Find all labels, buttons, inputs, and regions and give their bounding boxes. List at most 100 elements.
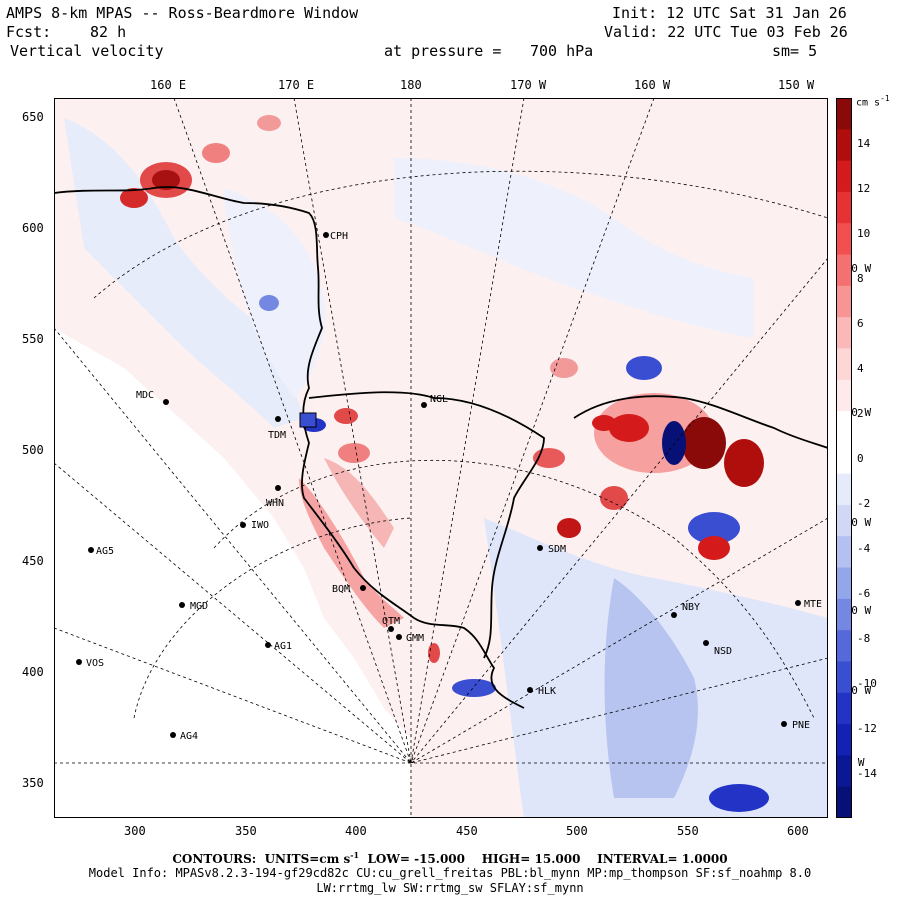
station-dot (76, 659, 82, 665)
colorbar-swatch (836, 129, 852, 162)
x-axis-label: 500 (566, 824, 588, 838)
station-dot (703, 640, 709, 646)
interval-value: INTERVAL= 1.0000 (597, 852, 728, 866)
map-title: AMPS 8-km MPAS -- Ross-Beardmore Window (6, 4, 359, 22)
colorbar-swatch (836, 285, 852, 318)
station-label: PNE (792, 720, 810, 731)
map-frame (54, 98, 828, 818)
ascent-cell (257, 115, 281, 131)
x-axis-label: 450 (456, 824, 478, 838)
station-dot (179, 602, 185, 608)
top-axis-label: 160 E (150, 78, 187, 92)
station-dot (795, 600, 801, 606)
station-dot (240, 522, 246, 528)
colorbar-label: 10 (857, 227, 871, 240)
station-label: NBY (682, 602, 700, 613)
colorbar-label: -4 (857, 542, 871, 555)
top-axis-label: 170 W (510, 78, 547, 92)
colorbar-units-text: cm s (856, 97, 881, 109)
colorbar-swatch (836, 191, 852, 224)
colorbar-swatch (836, 473, 852, 506)
descent-cell (259, 295, 279, 311)
descent-cell (662, 421, 686, 465)
station-label: CPH (330, 231, 348, 242)
descent-cell (452, 679, 496, 697)
station-dot (265, 642, 271, 648)
colorbar-swatch (836, 442, 852, 475)
colorbar-swatch (836, 536, 852, 569)
y-axis-label: 500 (22, 443, 44, 457)
colorbar-label: -6 (857, 587, 871, 600)
colorbar-swatch (836, 223, 852, 256)
field-name: Vertical velocity (10, 42, 164, 60)
station-dot (323, 232, 329, 238)
colorbar-swatch (836, 755, 852, 788)
fcst-label: Fcst: (6, 23, 52, 41)
station-dot (275, 485, 281, 491)
station-dot (421, 402, 427, 408)
colorbar-swatch (836, 786, 852, 818)
high-value: HIGH= 15.000 (481, 852, 581, 866)
ascent-band (324, 458, 394, 548)
colorbar-swatch (836, 98, 852, 130)
station-label: AG4 (180, 731, 198, 742)
colorbar-label: -2 (857, 497, 871, 510)
ascent-cell (334, 408, 358, 424)
station-dot (781, 721, 787, 727)
ross-island-marker (299, 412, 317, 428)
init-time: Init: 12 UTC Sat 31 Jan 26 (612, 4, 847, 22)
colorbar-units: cm s-1 (856, 94, 890, 108)
top-axis-label: 160 W (634, 78, 671, 92)
colorbar-label: 12 (857, 182, 871, 195)
y-axis-label: 350 (22, 776, 44, 790)
ascent-cell (120, 188, 148, 208)
colorbar-swatch (836, 504, 852, 537)
station-label: MDC (136, 390, 154, 401)
ascent-cell (600, 486, 628, 510)
x-axis-label: 550 (677, 824, 699, 838)
colorbar-label: -8 (857, 632, 871, 645)
station-label: GMM (406, 633, 424, 644)
colorbar-swatch (836, 317, 852, 349)
units-label: UNITS=cm s (264, 852, 351, 866)
colorbar-label: -12 (857, 722, 877, 735)
model-info-2: LW:rrtmg_lw SW:rrtmg_sw SFLAY:sf_mynn (316, 881, 584, 895)
colorbar-swatch (836, 254, 852, 287)
ascent-cell (338, 443, 370, 463)
station-dot (388, 626, 394, 632)
descent-cell (688, 512, 740, 544)
station-dot (527, 687, 533, 693)
station-label: NGL (430, 394, 448, 405)
station-label: OTM (382, 616, 400, 627)
descent-area (604, 578, 698, 798)
colorbar-label: -14 (857, 767, 877, 780)
y-axis-label: 600 (22, 221, 44, 235)
model-info: Model Info: MPASv8.2.3-194-gf29cd82c CU:… (88, 866, 812, 880)
ascent-cell (550, 358, 578, 378)
ascent-cell (724, 439, 764, 487)
smoothing: sm= 5 (772, 42, 818, 60)
station-label: TDM (268, 430, 286, 441)
ascent-cell (592, 415, 616, 431)
colorbar-label: 0 (857, 452, 864, 465)
station-label: NSD (714, 646, 732, 657)
ascent-cell (152, 170, 180, 190)
map-panel: CPH MDC NGL TDM WHN IWO AG5 MGD BQM OTM … (54, 98, 828, 818)
low-value: LOW= -15.000 (367, 852, 465, 866)
x-axis-label: 300 (124, 824, 146, 838)
top-axis-label: 180 (400, 78, 422, 92)
colorbar-swatch (836, 598, 852, 631)
x-axis-label: 350 (235, 824, 257, 838)
colorbar (836, 98, 852, 818)
descent-cell (626, 356, 662, 380)
station-label: MTE (804, 599, 822, 610)
station-label: IWO (251, 520, 269, 531)
colorbar-swatch (836, 630, 852, 662)
valid-time: Valid: 22 UTC Tue 03 Feb 26 (604, 23, 848, 41)
station-label: SDM (548, 544, 566, 555)
colorbar-units-sup: -1 (880, 94, 890, 103)
station-dot (275, 416, 281, 422)
ascent-cell (682, 417, 726, 469)
y-axis-label: 450 (22, 554, 44, 568)
station-label: WHN (266, 498, 284, 509)
